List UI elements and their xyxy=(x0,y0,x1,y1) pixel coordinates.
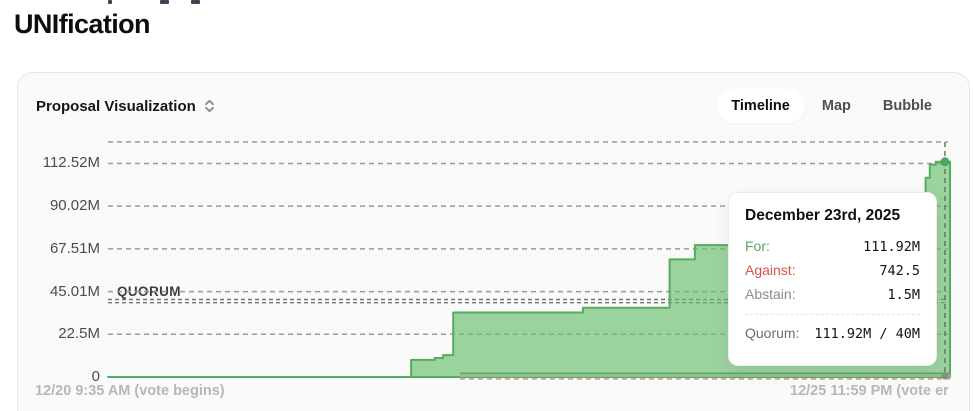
tooltip-for-row: For: 111.92M xyxy=(745,238,920,255)
visualization-selector[interactable]: Proposal Visualization xyxy=(36,98,216,115)
tooltip-abstain-value: 1.5M xyxy=(887,287,920,303)
view-tabs: Timeline Map Bubble xyxy=(716,89,947,123)
y-tick-label: 45.01M xyxy=(49,282,100,300)
card-header: Proposal Visualization Timeline Map Bubb… xyxy=(18,73,969,123)
abstain-strip xyxy=(459,374,950,377)
y-tick-label: 22.5M xyxy=(58,325,100,343)
y-tick-label: 112.52M xyxy=(42,154,100,172)
tooltip-for-value: 111.92M xyxy=(863,239,920,255)
tooltip-separator xyxy=(745,314,920,315)
y-tick-label: 90.02M xyxy=(49,197,100,215)
tooltip-against-label: Against: xyxy=(745,262,796,278)
chart-tooltip: December 23rd, 2025 For: 111.92M Against… xyxy=(728,192,937,366)
tooltip-quorum-label: Quorum: xyxy=(745,325,800,341)
tab-timeline[interactable]: Timeline xyxy=(716,89,805,123)
clipped-text-fragment xyxy=(191,0,200,4)
tab-bubble[interactable]: Bubble xyxy=(868,89,947,123)
tooltip-against-row: Against: 742.5 xyxy=(745,262,920,279)
baseline-end-dot xyxy=(941,372,949,380)
clipped-text-fragment xyxy=(160,0,169,4)
tooltip-date: December 23rd, 2025 xyxy=(745,207,901,224)
tooltip-for-label: For: xyxy=(745,238,770,254)
x-axis-end-label: 12/25 11:59 PM (vote er xyxy=(790,383,949,399)
y-tick-label: 67.51M xyxy=(49,239,100,257)
page-title: UNIfication xyxy=(14,9,151,39)
y-tick-label: 0 xyxy=(91,368,100,385)
tooltip-against-value: 742.5 xyxy=(879,263,920,279)
tooltip-abstain-row: Abstain: 1.5M xyxy=(745,286,920,303)
clipped-text-fragment xyxy=(108,0,112,4)
caret-sort-icon xyxy=(203,99,216,113)
tooltip-abstain-label: Abstain: xyxy=(745,286,796,302)
tooltip-quorum-value: 111.92M / 40M xyxy=(814,326,920,342)
current-value-dot xyxy=(940,157,950,167)
x-axis-start-label: 12/20 9:35 AM (vote begins) xyxy=(35,383,225,399)
tab-map[interactable]: Map xyxy=(807,89,866,123)
visualization-selector-label: Proposal Visualization xyxy=(36,97,196,115)
tooltip-quorum-row: Quorum: 111.92M / 40M xyxy=(745,325,920,342)
